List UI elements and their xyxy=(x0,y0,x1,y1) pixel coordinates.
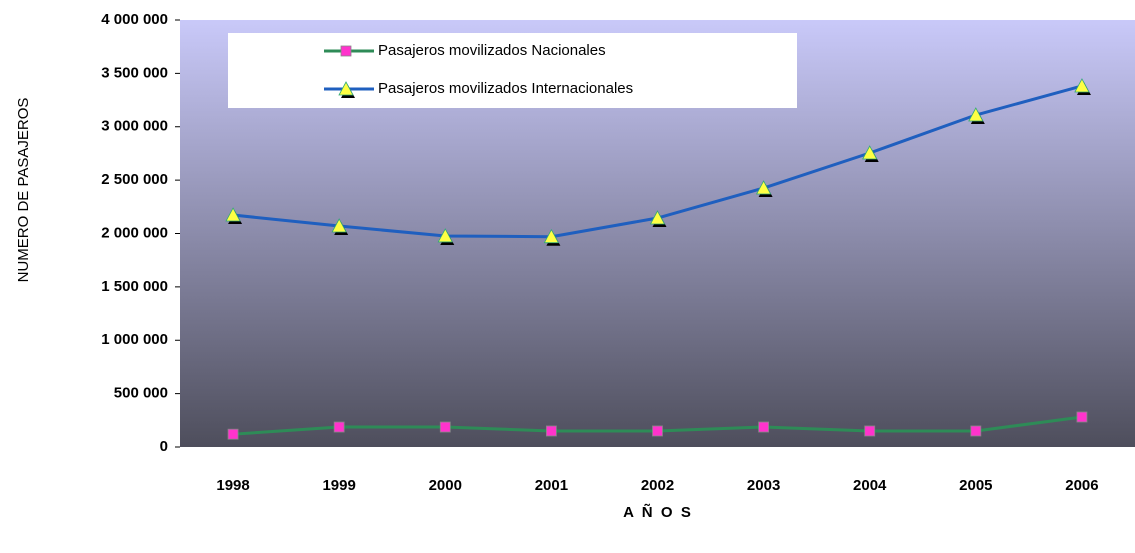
data-point xyxy=(437,228,455,245)
y-tick-label: 0 xyxy=(160,438,168,455)
x-tick-label: 1999 xyxy=(322,477,355,494)
x-tick-label: 2000 xyxy=(429,477,462,494)
data-point xyxy=(758,421,770,433)
data-point xyxy=(1076,411,1088,423)
x-axis-title: A Ñ O S xyxy=(623,503,691,521)
data-point xyxy=(862,145,879,163)
marker xyxy=(755,180,772,195)
x-tick-label: 2005 xyxy=(959,477,992,494)
x-tick-label: 2006 xyxy=(1065,477,1098,494)
legend-marker xyxy=(338,81,355,98)
y-tick-label: 2 500 000 xyxy=(101,171,168,188)
data-point xyxy=(545,425,557,437)
x-tick-label: 1998 xyxy=(216,477,249,494)
marker xyxy=(968,107,984,122)
marker xyxy=(1074,78,1090,93)
data-point xyxy=(227,428,239,440)
data-point xyxy=(439,421,451,433)
marker xyxy=(338,81,354,96)
y-tick-label: 4 000 000 xyxy=(101,11,168,28)
x-tick-label: 2002 xyxy=(641,477,674,494)
y-tick-label: 3 500 000 xyxy=(101,64,168,81)
data-point xyxy=(968,107,985,125)
y-tick-label: 3 000 000 xyxy=(101,118,168,135)
data-point xyxy=(1074,78,1091,95)
legend-label: Pasajeros movilizados Nacionales xyxy=(378,42,606,59)
x-tick-label: 2001 xyxy=(535,477,568,494)
y-tick-label: 1 500 000 xyxy=(101,278,168,295)
y-axis-title: NUMERO DE PASAJEROS xyxy=(15,98,32,283)
x-tick-label: 2004 xyxy=(853,477,887,494)
data-point xyxy=(331,218,349,236)
marker xyxy=(437,228,453,243)
marker xyxy=(543,228,560,244)
data-point xyxy=(652,425,663,437)
data-point xyxy=(755,180,773,198)
y-tick-label: 2 000 000 xyxy=(101,224,168,241)
x-tick-label: 2003 xyxy=(747,477,780,494)
y-tick-label: 1 000 000 xyxy=(101,331,168,348)
legend-box xyxy=(228,33,797,108)
data-point xyxy=(225,207,243,225)
marker xyxy=(862,145,878,160)
data-point xyxy=(970,425,982,437)
data-point xyxy=(333,421,345,433)
data-point xyxy=(864,425,876,437)
legend-label: Pasajeros movilizados Internacionales xyxy=(378,80,633,97)
data-point xyxy=(543,228,561,246)
data-point xyxy=(649,210,667,228)
y-tick-label: 500 000 xyxy=(114,385,168,402)
marker xyxy=(225,207,241,222)
marker xyxy=(331,218,347,233)
marker xyxy=(649,210,666,225)
legend-marker xyxy=(340,45,352,57)
